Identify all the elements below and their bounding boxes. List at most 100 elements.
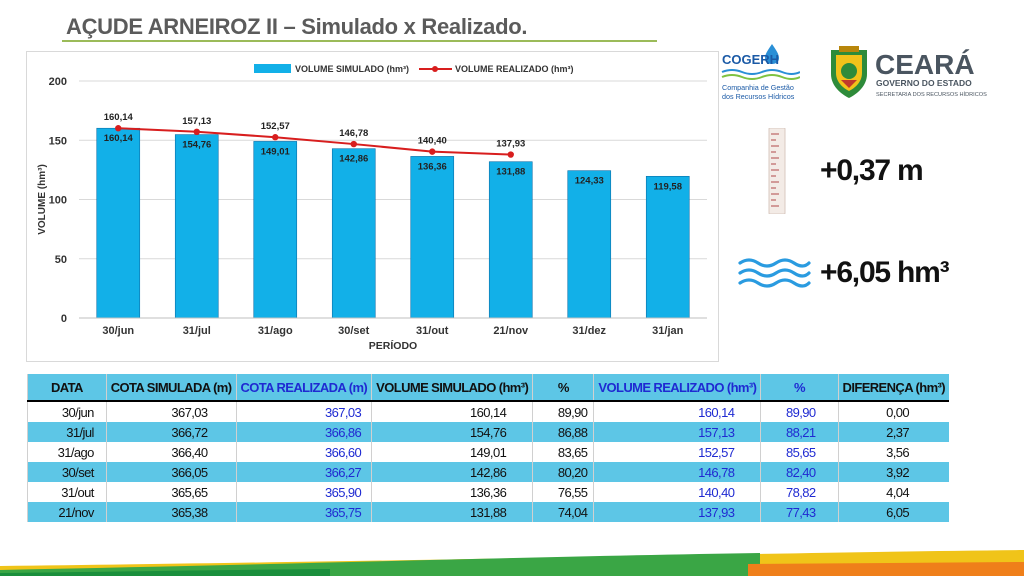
cell-pct-simulado: 89,90 [532, 401, 594, 422]
x-axis-label: PERÍODO [369, 339, 417, 352]
table-row: 31/ago 366,40 366,60 149,01 83,65 152,57 85,65… [27, 442, 949, 462]
cell-volume-realizado: 140,40 [593, 482, 761, 502]
level-ruler-icon [768, 128, 786, 214]
cell-volume-realizado: 146,78 [593, 462, 761, 482]
col-header-data: DATA [27, 374, 107, 402]
cell-data: 30/set [27, 462, 107, 482]
volume-table: DATA COTA SIMULADA (m) COTA REALIZADA (m… [27, 374, 949, 522]
cell-cota-simulada: 366,40 [105, 442, 236, 462]
ceara-name: CEARÁ [875, 49, 975, 80]
cell-diferenca: 4,04 [837, 482, 949, 502]
ceara-subtitle-2: SECRETARIA DOS RECURSOS HÍDRICOS [876, 91, 987, 98]
cell-volume-simulado: 136,36 [371, 482, 533, 502]
x-tick-label: 31/jan [652, 325, 683, 337]
cogerh-name: COGERH [722, 52, 779, 67]
cell-volume-simulado: 142,86 [371, 462, 533, 482]
point-volume-realizado [115, 125, 122, 132]
table-row: 21/nov 365,38 365,75 131,88 74,04 137,93 77,43… [27, 502, 949, 522]
bar-data-label: 119,58 [653, 181, 682, 192]
col-header-pct-simulado: % [532, 374, 594, 402]
line-data-label: 160,14 [104, 112, 134, 123]
x-tick-label: 31/dez [572, 325, 606, 337]
table-row: 31/out 365,65 365,90 136,36 76,55 140,40 78,82… [27, 482, 949, 502]
bar-volume-simulado [174, 134, 219, 319]
cell-diferenca: 3,56 [837, 442, 949, 462]
bar-data-label: 142,86 [339, 154, 368, 165]
y-tick-label: 0 [61, 313, 67, 325]
line-volume-realizado [118, 127, 511, 156]
cell-volume-realizado: 137,93 [593, 502, 761, 522]
point-volume-realizado [507, 151, 514, 158]
cogerh-subtitle-1: Companhia de Gestão [722, 83, 794, 92]
y-tick-label: 100 [49, 195, 67, 207]
cogerh-logo: COGERH Companhia de Gestão dos Recursos … [721, 44, 800, 101]
cell-pct-realizado: 85,65 [760, 442, 839, 462]
bar-volume-simulado [96, 127, 141, 319]
cell-pct-simulado: 80,20 [532, 462, 594, 482]
legend-label-simulado: VOLUME SIMULADO (hm³) [295, 64, 409, 74]
cell-pct-simulado: 83,65 [532, 442, 594, 462]
cell-data: 31/jul [27, 422, 107, 442]
bar-volume-simulado [410, 156, 455, 319]
cell-cota-realizada: 366,27 [235, 462, 372, 482]
volume-chart: 0 50 100 150 200 VOLUME (hm³) VOLUME SIMULADO … [37, 64, 707, 352]
bar-data-label: 131,88 [496, 167, 525, 178]
cell-data: 21/nov [27, 502, 107, 522]
cell-pct-realizado: 88,21 [760, 422, 839, 442]
cell-data: 31/ago [27, 442, 107, 462]
cell-pct-realizado: 78,82 [760, 482, 839, 502]
line-data-label: 152,57 [261, 121, 290, 132]
cell-volume-simulado: 149,01 [371, 442, 533, 462]
cell-cota-simulada: 365,65 [105, 482, 236, 502]
table-row: 30/set 366,05 366,27 142,86 80,20 146,78 82,40… [27, 462, 949, 482]
bar-data-label: 154,76 [182, 140, 211, 151]
cell-diferenca: 3,92 [837, 462, 949, 482]
bar-data-label: 136,36 [418, 161, 447, 172]
point-volume-realizado [272, 134, 279, 141]
cell-data: 31/out [27, 482, 107, 502]
cell-cota-simulada: 365,38 [105, 502, 236, 522]
cell-pct-realizado: 82,40 [760, 462, 839, 482]
cogerh-subtitle-2: dos Recursos Hídricos [722, 92, 795, 101]
legend-swatch-simulado [254, 64, 291, 73]
table-header-row: DATA COTA SIMULADA (m) COTA REALIZADA (m… [27, 374, 949, 402]
point-volume-realizado [429, 148, 436, 155]
bar-volume-simulado [645, 175, 690, 319]
cell-cota-simulada: 367,03 [105, 401, 236, 422]
cell-cota-realizada: 365,90 [235, 482, 372, 502]
water-waves-icon [738, 258, 811, 288]
cell-diferenca: 2,37 [837, 422, 949, 442]
cell-pct-simulado: 86,88 [532, 422, 594, 442]
y-tick-label: 150 [49, 135, 67, 147]
y-axis-label: VOLUME (hm³) [37, 164, 48, 235]
line-data-label: 157,13 [182, 116, 211, 127]
ceara-logo: CEARÁ GOVERNO DO ESTADO SECRETARIA DOS R… [831, 46, 987, 98]
chart-panel: 0 50 100 150 200 VOLUME (hm³) VOLUME SIMULADO … [26, 51, 719, 362]
cell-cota-simulada: 366,05 [105, 462, 236, 482]
cell-volume-simulado: 160,14 [371, 401, 533, 422]
bar-volume-simulado [331, 148, 376, 319]
cell-pct-realizado: 89,90 [760, 401, 839, 422]
col-header-pct-realizado: % [760, 374, 839, 402]
y-tick-label: 200 [49, 76, 67, 88]
cell-volume-simulado: 131,88 [371, 502, 533, 522]
ceara-subtitle-1: GOVERNO DO ESTADO [876, 78, 972, 88]
x-tick-label: 31/out [416, 325, 449, 337]
page-title: AÇUDE ARNEIROZ II – Simulado x Realizado… [66, 14, 528, 39]
x-tick-label: 21/nov [493, 325, 529, 337]
cell-diferenca: 6,05 [837, 502, 949, 522]
cell-volume-realizado: 152,57 [593, 442, 761, 462]
x-tick-label: 31/ago [258, 325, 293, 337]
point-volume-realizado [193, 128, 200, 136]
x-tick-label: 30/jun [102, 325, 134, 337]
bar-data-label: 149,01 [261, 146, 291, 157]
footer-decoration [0, 550, 1024, 576]
table-row: 30/jun 367,03 367,03 160,14 89,90 160,14 89,90… [27, 401, 949, 422]
col-header-volume-simulado: VOLUME SIMULADO (hm³) [371, 374, 533, 402]
bar-volume-simulado [567, 170, 612, 319]
title-underline [62, 40, 657, 42]
col-header-cota-simulada: COTA SIMULADA (m) [105, 374, 236, 402]
ceara-shield-icon [831, 46, 867, 98]
cell-data: 30/jun [27, 401, 107, 422]
col-header-volume-realizado: VOLUME REALIZADO (hm³) [593, 374, 761, 402]
